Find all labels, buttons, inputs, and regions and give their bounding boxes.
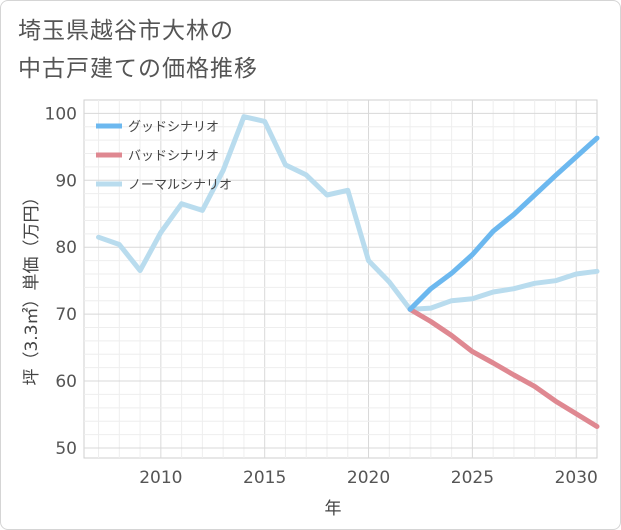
x-tick-label: 2015	[243, 468, 286, 488]
x-tick-label: 2020	[347, 468, 390, 488]
series-lines	[96, 114, 600, 429]
x-tick-label: 2010	[139, 468, 182, 488]
y-axis-label: 坪（3.3㎡）単価（万円）	[22, 188, 42, 385]
series-line-1	[407, 306, 600, 429]
y-tick-label: 80	[55, 238, 77, 258]
y-tick-label: 100	[45, 104, 77, 124]
series-line-2	[96, 114, 600, 312]
y-tick-label: 90	[55, 171, 77, 191]
grid	[83, 99, 598, 459]
x-tick-label: 2030	[555, 468, 598, 488]
legend-label: ノーマルシナリオ	[128, 178, 232, 193]
y-tick-label: 60	[55, 372, 77, 392]
x-tick-label: 2025	[451, 468, 494, 488]
chart-title-line1: 埼玉県越谷市大林の	[18, 18, 234, 44]
series-line-0	[407, 135, 600, 312]
y-tick-label: 70	[55, 305, 77, 325]
chart-title: 埼玉県越谷市大林の 中古戸建ての価格推移	[18, 12, 338, 88]
tick-labels: 50 60 70 80 90 100 2010 2015 2020 2025 2030	[45, 104, 598, 488]
x-axis-label: 年	[325, 499, 342, 519]
plot-frame	[83, 99, 598, 459]
legend-label: バッドシナリオ	[128, 149, 219, 164]
y-tick-label: 50	[55, 439, 77, 459]
chart-title-line2: 中古戸建ての価格推移	[18, 56, 258, 82]
legend-label: グッドシナリオ	[128, 120, 219, 135]
